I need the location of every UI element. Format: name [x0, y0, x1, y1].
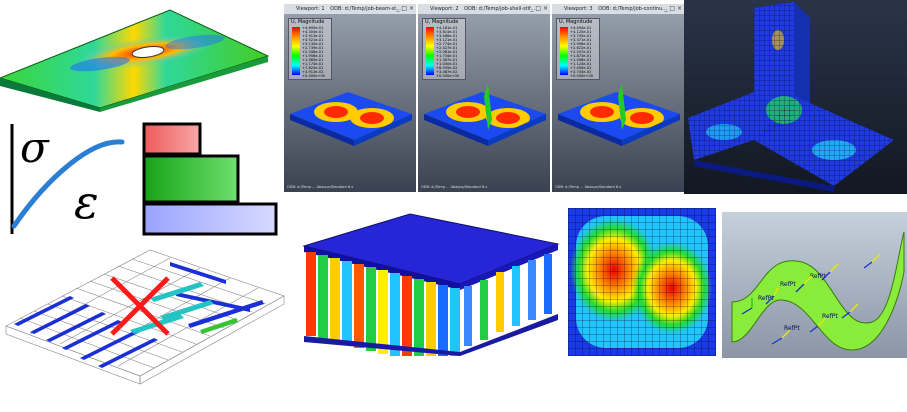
legend-values: +4.695e-01 +4.304e-01 +3.913e-01 +3.521e…: [302, 26, 326, 78]
plate-stress-blue-right: [165, 34, 225, 50]
fe-strip: [98, 338, 158, 368]
plate-stress-blue-left: [70, 56, 130, 72]
window-controls[interactable]: _ □ ×: [530, 5, 548, 12]
fe-strip: [170, 262, 226, 284]
svg-text:RefPt: RefPt: [780, 281, 796, 288]
fe-strip: [80, 330, 140, 360]
viewport-titlebar: Viewport: 3 ODB: d:/Temp/job-continu...: [552, 4, 684, 14]
svg-text:RefPt: RefPt: [810, 273, 826, 280]
red-x-stroke: [110, 276, 170, 336]
plate-with-hole-image: [0, 0, 270, 112]
material-model-graphic: σ ε: [0, 118, 280, 238]
viewport-2: Viewport: 2 ODB: d:/Temp/job-shell-stif.…: [418, 4, 550, 192]
fe-strip: [14, 296, 74, 326]
ref-point-markers: RefPt RefPt RefPt RefPt RefPt: [758, 273, 838, 332]
plate-front-edge: [0, 78, 100, 112]
blue-bar: [142, 202, 278, 236]
stress-strain-curve: [11, 139, 125, 229]
fe-strip-deformed: [200, 318, 238, 334]
plate-contour-mesh-image: [568, 208, 716, 356]
curved-shell-refpoints-image: RefPt RefPt RefPt RefPt RefPt: [722, 212, 907, 358]
svg-text:RefPt: RefPt: [822, 313, 838, 320]
panel-bottom: [304, 314, 558, 356]
legend-colorbar: [560, 27, 568, 75]
plate-side-edge: [100, 56, 268, 112]
viewport-model: [290, 92, 412, 146]
sandwich-panel-image: [300, 206, 562, 356]
t-flange-edge: [694, 160, 834, 192]
green-bar: [142, 154, 240, 204]
contour-legend: U, Magnitude +4.494e-01 +4.120e-01 +3.74…: [556, 18, 600, 80]
viewport-3: Viewport: 3 ODB: d:/Temp/job-continu... …: [552, 4, 684, 192]
contour-legend: U, Magnitude +4.161e-01 +3.814e-01 +3.46…: [422, 18, 466, 80]
fe-strip-deformed: [160, 300, 214, 320]
window-controls[interactable]: _ □ ×: [664, 5, 682, 12]
svg-text:RefPt: RefPt: [758, 295, 774, 302]
svg-text:RefPt: RefPt: [784, 325, 800, 332]
fe-strip: [188, 300, 264, 328]
red-bar: [142, 122, 202, 156]
epsilon-symbol: ε: [74, 175, 99, 229]
viewport-status: ODB: d:/Temp ... Abaqus/Standard 6.x: [421, 185, 488, 189]
fe-strip: [30, 304, 90, 334]
fe-strip: [46, 312, 106, 342]
legend-colorbar: [292, 27, 300, 75]
window-controls[interactable]: _ □ ×: [396, 5, 414, 12]
legend-values: +4.494e-01 +4.120e-01 +3.745e-01 +3.371e…: [570, 26, 594, 78]
viewport-1: Viewport: 1 ODB: d:/Temp/job-beam-st... …: [284, 4, 416, 192]
viewport-model: [558, 84, 680, 146]
wireframe-crossed-out-image: [0, 238, 290, 388]
fe-strip-deformed: [150, 282, 204, 302]
viewport-model: [424, 84, 546, 146]
legend-values: +4.161e-01 +3.814e-01 +3.468e-01 +3.121e…: [436, 26, 460, 78]
sigma-symbol: σ: [20, 123, 50, 172]
viewport-status: ODB: d:/Temp ... Abaqus/Standard 6.x: [287, 185, 354, 189]
curved-shell: [731, 231, 905, 351]
contour-legend: U, Magnitude +4.695e-01 +4.304e-01 +3.91…: [288, 18, 332, 80]
t-web-side: [794, 2, 810, 122]
fe-strip: [176, 292, 250, 312]
viewport-status: ODB: d:/Temp ... Abaqus/Standard 6.x: [555, 185, 622, 189]
panel-top-side-edge: [460, 244, 558, 290]
legend-colorbar: [426, 27, 434, 75]
t-section-mesh-image: [684, 0, 907, 194]
fe-strip: [62, 320, 122, 350]
honeycomb-core: [306, 252, 552, 356]
viewport-titlebar: Viewport: 1 ODB: d:/Temp/job-beam-st...: [284, 4, 416, 14]
viewport-titlebar: Viewport: 2 ODB: d:/Temp/job-shell-stif.…: [418, 4, 550, 14]
plate-hole: [131, 46, 165, 58]
